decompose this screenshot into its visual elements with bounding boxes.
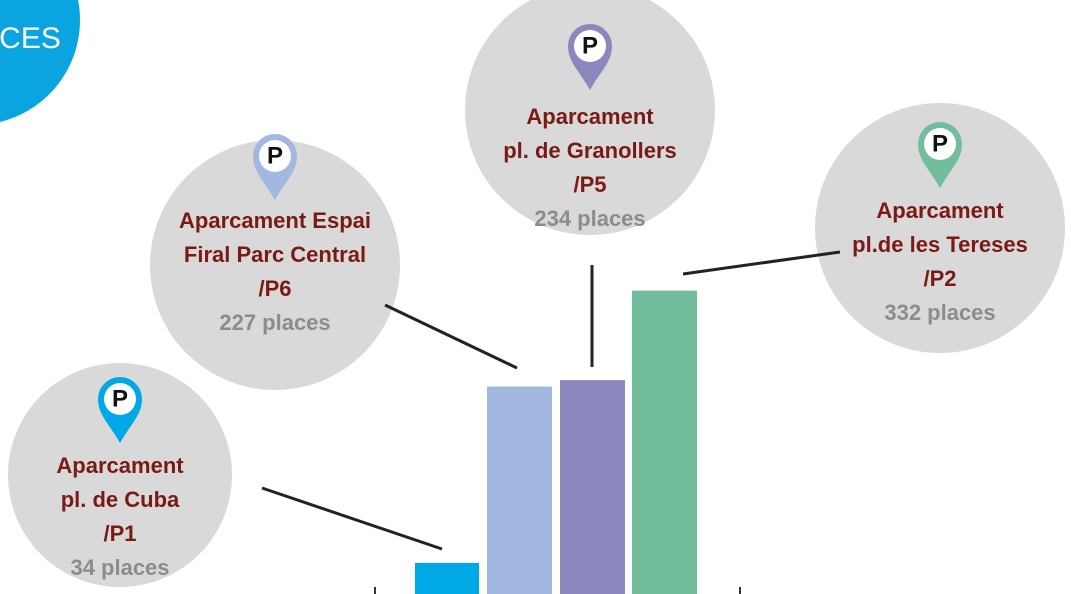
bar [415,562,479,594]
bubble [150,140,400,390]
bubble [8,363,232,587]
bubble-name: /P6 [258,276,291,301]
connector [261,486,443,551]
bubble-name: Aparcament [56,453,184,478]
value-label: 234 places [534,206,645,231]
corner-badge [0,0,80,122]
connector [384,303,518,370]
pin-inner [924,128,956,160]
pin-label: P [267,142,283,169]
bubble-name: /P1 [103,521,136,546]
bar [632,290,697,594]
value-label: 332 places [884,300,995,325]
pin-inner [104,383,136,415]
bubble-name: pl. de Granollers [503,138,677,163]
bubble-name: pl. de Cuba [61,487,180,512]
bubble-name: /P2 [923,266,956,291]
bubble-name: Aparcament Espai [179,208,371,233]
pin-label: P [932,130,948,157]
bubble-name: Aparcament [876,198,1004,223]
bubble-name: Firal Parc Central [184,242,366,267]
value-label: 227 places [219,310,330,335]
bar [560,380,625,594]
corner-text: CES [0,22,61,55]
bubble [815,103,1065,353]
value-label: 34 places [70,555,169,580]
bubble-name: pl.de les Tereses [852,232,1028,257]
connector [682,250,841,276]
bubble-name: /P5 [573,172,606,197]
pin-label: P [112,385,128,412]
pin-inner [259,140,291,172]
bubble [465,0,715,235]
pin-inner [574,30,606,62]
bar [487,386,552,594]
bubble-name: Aparcament [526,104,654,129]
pin-label: P [582,32,598,59]
